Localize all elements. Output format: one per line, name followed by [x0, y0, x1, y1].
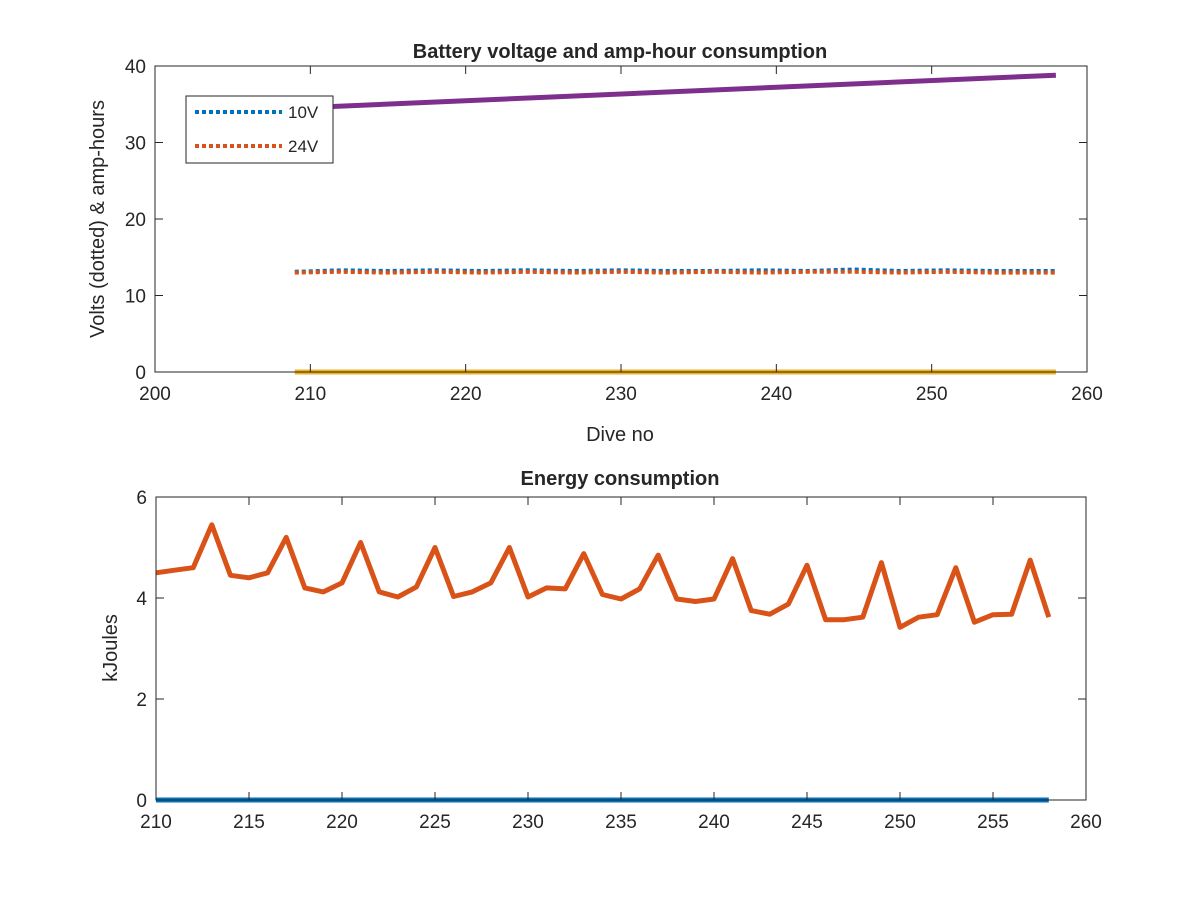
y-tick-label: 10	[125, 287, 146, 308]
x-tick-label: 255	[977, 812, 1009, 833]
y-tick-label: 0	[136, 791, 147, 812]
x-tick-label: 200	[139, 384, 171, 405]
plot-area	[294, 72, 1057, 375]
y-axis-label: kJoules	[100, 614, 122, 682]
y-tick-label: 30	[125, 134, 146, 155]
legend-entry-10v: 10V	[288, 103, 319, 122]
x-tick-label: 260	[1070, 812, 1102, 833]
energy-consumption-chart: Energy consumption 210 215 220 225 230 235 240…	[100, 468, 1102, 833]
series-line-line-3	[294, 72, 1057, 111]
y-tick-label: 4	[136, 589, 147, 610]
x-tick-label: 220	[326, 812, 358, 833]
x-tick-label: 250	[916, 384, 948, 405]
x-tick-label: 240	[698, 812, 730, 833]
chart-title: Energy consumption	[521, 468, 720, 490]
x-axis-label: Dive no	[586, 424, 654, 446]
series-line-line-1	[155, 522, 1052, 630]
y-tick-label: 20	[125, 210, 146, 231]
x-tick-label: 235	[605, 812, 637, 833]
x-tick-label: 225	[419, 812, 451, 833]
axes-box	[155, 496, 1087, 801]
y-tick-label: 6	[136, 488, 147, 509]
y-tick-label: 2	[136, 690, 147, 711]
x-tick-label: 230	[605, 384, 637, 405]
x-tick-label: 260	[1071, 384, 1103, 405]
y-axis-label: Volts (dotted) & amp-hours	[87, 100, 109, 338]
x-tick-label: 215	[233, 812, 265, 833]
legend-entry-24v: 24V	[288, 137, 319, 156]
x-tick-label: 250	[884, 812, 916, 833]
x-tick-label: 220	[450, 384, 482, 405]
legend-box	[185, 95, 334, 164]
x-tick-label: 210	[294, 384, 326, 405]
axis-ticks: 200 210 220 230 240 250 260 0 10 20 30 40	[125, 57, 1103, 405]
series-line-24v	[294, 269, 1056, 275]
y-tick-label: 0	[135, 363, 146, 384]
y-tick-label: 40	[125, 57, 146, 78]
legend: 10V 24V	[185, 95, 334, 164]
axis-ticks: 210 215 220 225 230 235 240 245 250 255 260 0 2 4 6	[136, 488, 1101, 833]
x-tick-label: 230	[512, 812, 544, 833]
x-tick-label: 245	[791, 812, 823, 833]
x-tick-label: 210	[140, 812, 172, 833]
voltage-amphour-chart: Battery voltage and amp-hour consumption…	[87, 41, 1103, 446]
chart-title: Battery voltage and amp-hour consumption	[413, 41, 827, 63]
plot-area	[155, 522, 1052, 803]
x-tick-label: 240	[760, 384, 792, 405]
